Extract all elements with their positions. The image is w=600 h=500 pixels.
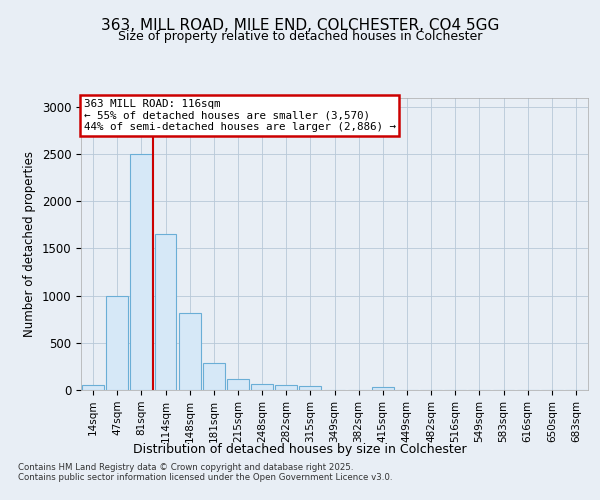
Text: 363, MILL ROAD, MILE END, COLCHESTER, CO4 5GG: 363, MILL ROAD, MILE END, COLCHESTER, CO… bbox=[101, 18, 499, 32]
Text: 363 MILL ROAD: 116sqm
← 55% of detached houses are smaller (3,570)
44% of semi-d: 363 MILL ROAD: 116sqm ← 55% of detached … bbox=[83, 99, 395, 132]
Bar bbox=[155, 234, 176, 390]
Y-axis label: Number of detached properties: Number of detached properties bbox=[23, 151, 36, 337]
Bar bbox=[106, 296, 128, 390]
Bar bbox=[130, 154, 152, 390]
Bar bbox=[179, 312, 200, 390]
Text: Size of property relative to detached houses in Colchester: Size of property relative to detached ho… bbox=[118, 30, 482, 43]
Bar bbox=[82, 386, 104, 390]
Bar bbox=[203, 362, 224, 390]
Text: Contains public sector information licensed under the Open Government Licence v3: Contains public sector information licen… bbox=[18, 472, 392, 482]
Bar bbox=[372, 387, 394, 390]
Text: Contains HM Land Registry data © Crown copyright and database right 2025.: Contains HM Land Registry data © Crown c… bbox=[18, 462, 353, 471]
Bar bbox=[227, 378, 249, 390]
Text: Distribution of detached houses by size in Colchester: Distribution of detached houses by size … bbox=[133, 442, 467, 456]
Bar bbox=[275, 386, 297, 390]
Bar bbox=[251, 384, 273, 390]
Bar bbox=[299, 386, 321, 390]
